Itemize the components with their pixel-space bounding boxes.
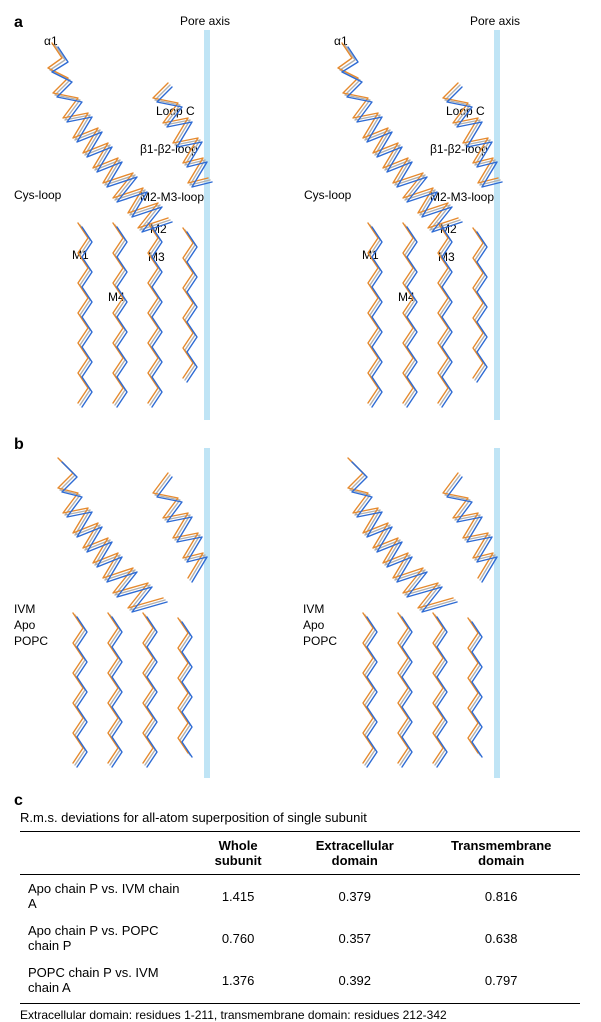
table-row: POPC chain P vs. IVM chain A 1.376 0.392… [20, 959, 580, 1003]
col-0 [20, 832, 189, 875]
cell: Apo chain P vs. POPC chain P [20, 917, 189, 959]
cell: Apo chain P vs. IVM chain A [20, 875, 189, 918]
ribbon-b-left [20, 445, 270, 785]
col-3: Transmembrane domain [422, 832, 580, 875]
cell: 0.379 [287, 875, 422, 918]
cell: POPC chain P vs. IVM chain A [20, 959, 189, 1003]
ribbon-a-left [20, 25, 270, 420]
cell: 1.376 [189, 959, 287, 1003]
table-row: Apo chain P vs. IVM chain A 1.415 0.379 … [20, 875, 580, 918]
cell: 1.415 [189, 875, 287, 918]
table-title: R.m.s. deviations for all-atom superposi… [20, 810, 580, 825]
rmsd-table-wrap: R.m.s. deviations for all-atom superposi… [20, 810, 580, 1022]
col-1: Whole subunit [189, 832, 287, 875]
ribbon-a-right [310, 25, 560, 420]
cell: 0.797 [422, 959, 580, 1003]
cell: 0.816 [422, 875, 580, 918]
cell: 0.760 [189, 917, 287, 959]
ribbon-b-right [310, 445, 560, 785]
cell: 0.357 [287, 917, 422, 959]
panel-c-letter: c [14, 792, 23, 810]
cell: 0.638 [422, 917, 580, 959]
table-row: Apo chain P vs. POPC chain P 0.760 0.357… [20, 917, 580, 959]
table-footnote: Extracellular domain: residues 1-211, tr… [20, 1004, 580, 1022]
rmsd-table: Whole subunit Extracellular domain Trans… [20, 831, 580, 1003]
cell: 0.392 [287, 959, 422, 1003]
table-header-row: Whole subunit Extracellular domain Trans… [20, 832, 580, 875]
col-2: Extracellular domain [287, 832, 422, 875]
